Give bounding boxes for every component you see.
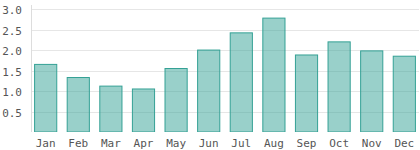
x-tick-label: Oct	[329, 137, 349, 150]
y-tick-label: 1.0	[2, 86, 22, 99]
x-tick-label: Aug	[264, 137, 284, 150]
x-tick-label: Feb	[68, 137, 88, 150]
grid-line	[31, 30, 419, 31]
y-tick-label: 2.0	[2, 45, 22, 58]
bar	[263, 18, 285, 132]
bar	[35, 64, 57, 132]
bars	[35, 18, 416, 132]
bar	[328, 42, 350, 132]
grid-line	[31, 9, 419, 10]
x-tick-label: Nov	[362, 137, 382, 150]
x-tick-label: Jun	[199, 137, 219, 150]
y-tick-label: 0.5	[2, 107, 22, 120]
bar	[67, 78, 89, 132]
chart-svg: 0.5 1.0 1.5 2.0 2.5 3.0 Jan Feb Mar Apr May Jun Jul A…	[0, 0, 420, 150]
bar	[295, 55, 317, 132]
x-tick-label: Sep	[297, 137, 317, 150]
bar	[393, 56, 415, 132]
bar	[230, 33, 252, 132]
bar	[132, 89, 154, 132]
x-tick-label: Mar	[101, 137, 121, 150]
x-tick-label: Jan	[36, 137, 56, 150]
y-tick-label: 2.5	[2, 25, 22, 38]
y-axis-line	[31, 5, 32, 132]
bar	[165, 69, 187, 133]
x-tick-label: Jul	[231, 137, 251, 150]
bar	[100, 86, 122, 132]
y-tick-label: 3.0	[2, 4, 22, 17]
bar	[361, 51, 383, 132]
x-tick-label: Dec	[394, 137, 414, 150]
y-tick-label: 1.5	[2, 66, 22, 79]
chart-container: 0.5 1.0 1.5 2.0 2.5 3.0 Jan Feb Mar Apr May Jun Jul A…	[0, 0, 420, 150]
x-tick-label: Apr	[134, 137, 154, 150]
x-tick-label: May	[166, 137, 186, 150]
bar	[198, 50, 220, 132]
